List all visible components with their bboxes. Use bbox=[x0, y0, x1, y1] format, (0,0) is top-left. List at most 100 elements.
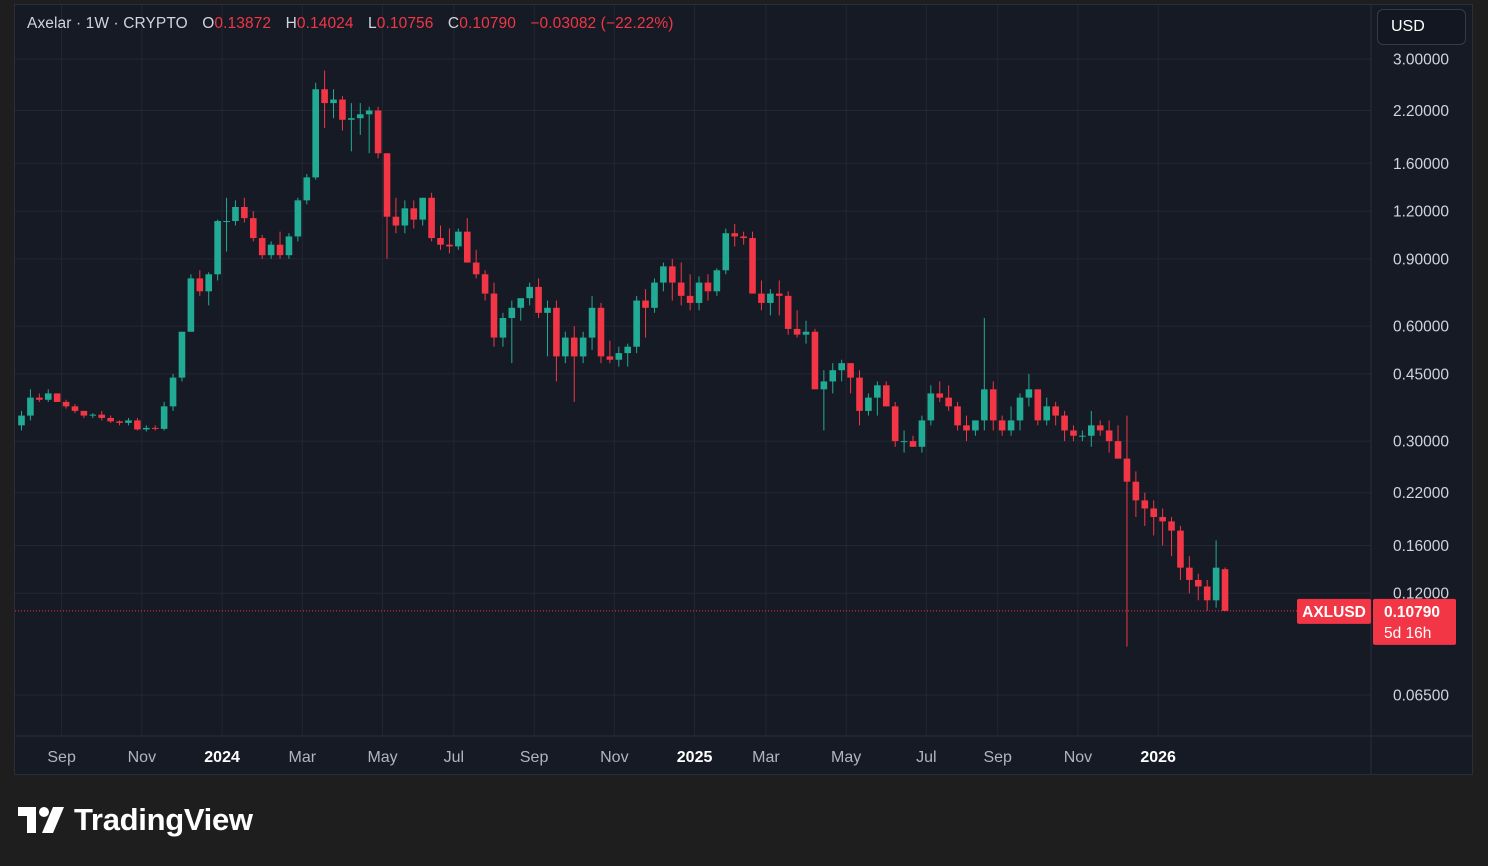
candle-body bbox=[1221, 569, 1229, 611]
x-tick-label: Sep bbox=[983, 749, 1012, 766]
candle bbox=[392, 197, 400, 234]
price-badge bbox=[1373, 598, 1456, 645]
candle bbox=[606, 340, 614, 364]
candle bbox=[918, 415, 926, 453]
candle-body bbox=[945, 397, 952, 407]
candle-body bbox=[865, 397, 872, 411]
candle-body bbox=[1070, 430, 1077, 436]
candle bbox=[588, 295, 596, 350]
candle-body bbox=[490, 293, 498, 338]
candle bbox=[651, 278, 658, 313]
candle-body bbox=[579, 337, 587, 357]
candle bbox=[285, 233, 293, 259]
candle bbox=[98, 410, 106, 421]
candle bbox=[829, 363, 837, 394]
candle bbox=[1061, 410, 1068, 442]
candle-body bbox=[1007, 420, 1015, 431]
currency-button[interactable]: USD bbox=[1377, 9, 1466, 45]
candle-body bbox=[936, 393, 944, 398]
candle-body bbox=[116, 421, 123, 423]
candle bbox=[740, 231, 747, 245]
candle-body bbox=[553, 307, 560, 357]
candle-body bbox=[223, 221, 230, 223]
last-price-label: AXLUSD 0.10790 5d 16h bbox=[1297, 598, 1456, 645]
candle bbox=[330, 89, 337, 119]
bar-countdown: 5d 16h bbox=[1384, 625, 1431, 642]
candle bbox=[660, 262, 667, 292]
price-axis[interactable]: 3.00000 2.20000 1.60000 1.20000 0.90000 0.600… bbox=[1393, 52, 1449, 705]
candle bbox=[1096, 420, 1104, 436]
candlestick-chart[interactable]: 3.00000 2.20000 1.60000 1.20000 0.90000 0.600… bbox=[15, 5, 1472, 774]
candle-body bbox=[722, 233, 730, 271]
candle-body bbox=[365, 110, 373, 115]
candle bbox=[472, 249, 480, 279]
legend-symbol[interactable]: Axelar bbox=[27, 15, 72, 32]
candle-body bbox=[508, 307, 516, 319]
y-tick-label: 0.12000 bbox=[1393, 586, 1449, 603]
candle-body bbox=[383, 153, 391, 217]
candle-body bbox=[927, 393, 935, 421]
legend-low-label: L bbox=[368, 15, 377, 32]
symbol-legend: Axelar · 1W · CRYPTO O0.13872 H0.14024 L… bbox=[27, 15, 674, 33]
candle bbox=[151, 425, 159, 431]
candle bbox=[258, 234, 266, 259]
candle bbox=[820, 370, 828, 431]
y-tick-label: 0.90000 bbox=[1393, 251, 1449, 268]
candle bbox=[401, 200, 409, 234]
candle bbox=[900, 430, 908, 453]
chart-area[interactable]: 3.00000 2.20000 1.60000 1.20000 0.90000 0.600… bbox=[14, 4, 1473, 775]
legend-interval[interactable]: 1W bbox=[85, 15, 110, 32]
y-tick-label: 0.06500 bbox=[1393, 688, 1449, 705]
candle bbox=[53, 393, 61, 402]
candle-body bbox=[339, 99, 346, 120]
y-tick-label: 0.45000 bbox=[1393, 366, 1449, 383]
tradingview-logo[interactable]: TradingView bbox=[18, 802, 253, 838]
candle bbox=[847, 363, 854, 394]
candle bbox=[954, 401, 961, 431]
candle-body bbox=[1186, 567, 1193, 580]
candle bbox=[642, 289, 649, 338]
candles bbox=[18, 70, 1229, 647]
legend-change-value: −0.03082 (−22.22%) bbox=[530, 15, 674, 32]
candle-body bbox=[71, 406, 79, 411]
candle bbox=[1034, 389, 1042, 426]
candle-body bbox=[481, 274, 489, 294]
candle bbox=[856, 370, 863, 426]
x-tick-label: May bbox=[831, 749, 861, 766]
candle-body bbox=[1105, 430, 1113, 442]
candle bbox=[410, 200, 418, 229]
candle bbox=[767, 289, 774, 316]
candle-body bbox=[356, 114, 364, 119]
candle bbox=[71, 404, 79, 414]
candle bbox=[1016, 393, 1024, 431]
candle bbox=[713, 268, 721, 296]
candle bbox=[356, 103, 364, 135]
candle-body bbox=[544, 307, 551, 313]
candle bbox=[1088, 410, 1095, 447]
candle-body bbox=[731, 233, 738, 237]
candle bbox=[134, 417, 141, 431]
candle-body bbox=[321, 89, 328, 104]
candle bbox=[544, 300, 551, 357]
candle bbox=[731, 224, 738, 247]
candle-body bbox=[749, 238, 756, 294]
candle-body bbox=[258, 238, 266, 256]
candle-body bbox=[767, 293, 774, 303]
x-tick-label: Jul bbox=[444, 749, 464, 766]
candle-body bbox=[820, 381, 828, 390]
candle-body bbox=[151, 427, 159, 429]
candle-body bbox=[606, 356, 614, 360]
time-axis[interactable]: Sep Nov 2024 Mar May Jul Sep Nov 2025 Mar May Jul Se… bbox=[47, 749, 1176, 766]
candle bbox=[677, 262, 685, 306]
candle bbox=[784, 291, 792, 335]
candle bbox=[981, 318, 988, 431]
candle-body bbox=[642, 300, 649, 308]
candle-body bbox=[1096, 425, 1104, 431]
candle bbox=[1007, 406, 1015, 436]
candle-body bbox=[981, 389, 988, 421]
candle bbox=[553, 300, 560, 382]
candle-body bbox=[27, 397, 34, 416]
candle-body bbox=[1194, 579, 1202, 587]
candle bbox=[1123, 415, 1131, 647]
candle-body bbox=[660, 266, 667, 283]
